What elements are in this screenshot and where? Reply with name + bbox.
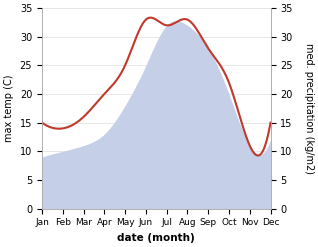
- Y-axis label: med. precipitation (kg/m2): med. precipitation (kg/m2): [304, 43, 314, 174]
- Y-axis label: max temp (C): max temp (C): [4, 75, 14, 142]
- X-axis label: date (month): date (month): [117, 233, 195, 243]
